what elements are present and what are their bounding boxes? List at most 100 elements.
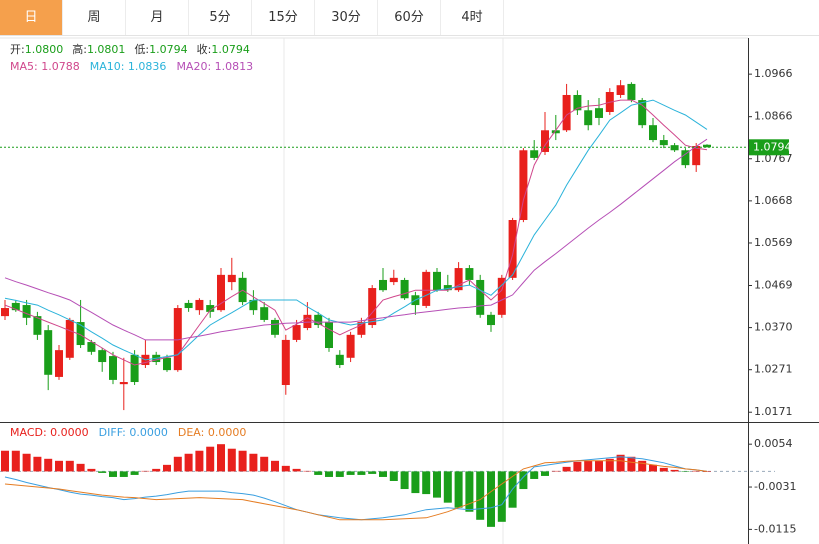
candle-body xyxy=(454,268,463,291)
candle-body xyxy=(281,339,290,386)
legend-entry: MA5: 1.0788 xyxy=(10,60,80,73)
macd-bar xyxy=(422,471,431,495)
candle-body xyxy=(627,83,636,101)
period-tab[interactable]: 60分 xyxy=(378,0,441,35)
candle-body xyxy=(530,150,539,158)
info-label: 收: xyxy=(197,42,212,56)
macd-bar xyxy=(217,444,225,472)
macd-bar xyxy=(443,471,452,503)
candle-body xyxy=(703,144,711,148)
macd-bar xyxy=(22,453,31,472)
candle-body xyxy=(487,314,495,326)
candle-body xyxy=(11,302,20,311)
macd-bar xyxy=(109,471,117,477)
macd-bar xyxy=(476,471,485,520)
candle-body xyxy=(184,302,193,309)
legend-entry: MA20: 1.0813 xyxy=(176,60,253,73)
macd-bar xyxy=(681,471,690,472)
legend-entry: MACD: 0.0000 xyxy=(10,426,89,439)
y-tick-label: 1.0668 xyxy=(754,194,793,207)
macd-bar xyxy=(173,456,182,472)
candle-body xyxy=(692,146,701,166)
macd-bar xyxy=(389,471,398,481)
candle-body xyxy=(130,354,139,383)
period-tabs: 日周月 5分 15分 30分 60分 4时 xyxy=(0,0,819,36)
macd-bar xyxy=(487,471,495,527)
candle-body xyxy=(508,220,517,278)
candle-body xyxy=(681,150,690,166)
candle-body xyxy=(379,279,387,291)
info-value: 1.0794 xyxy=(211,43,250,56)
indicator-line xyxy=(4,460,708,521)
candle-body xyxy=(584,110,593,126)
y-tick-label: 1.0469 xyxy=(754,278,793,291)
period-tab[interactable]: 周 xyxy=(63,0,126,35)
candle-body xyxy=(465,268,474,280)
macd-bar xyxy=(1,450,9,472)
indicator-line xyxy=(4,99,708,366)
macd-bar xyxy=(314,471,323,475)
macd-bar xyxy=(465,471,474,512)
period-tab[interactable]: 15分 xyxy=(252,0,315,35)
macd-bar xyxy=(206,446,215,472)
candle-body xyxy=(260,307,269,320)
candle-body xyxy=(22,305,31,318)
candle-body xyxy=(541,130,549,152)
candle-body xyxy=(335,354,344,366)
candle-body xyxy=(227,274,236,283)
macd-bar xyxy=(260,456,269,472)
candle-body xyxy=(649,125,657,141)
y-tick-label: 1.0866 xyxy=(754,110,793,123)
candle-body xyxy=(551,130,560,134)
legend: MA5: 1.0788 MA10: 1.0836 MA20: 1.0813 xyxy=(10,60,253,73)
candle-body xyxy=(476,279,485,315)
candle-body xyxy=(55,350,63,377)
macd-bar xyxy=(292,468,301,472)
y-tick-label: 1.0271 xyxy=(754,363,793,376)
macd-bar xyxy=(163,464,171,472)
y-tick-label: 1.0370 xyxy=(754,321,793,334)
candle-body xyxy=(119,382,128,385)
macd-bar xyxy=(11,450,20,472)
y-tick-label: 0.0054 xyxy=(754,437,793,450)
info-label: 高: xyxy=(72,42,87,56)
macd-bar xyxy=(249,453,258,472)
macd-bar xyxy=(400,471,409,490)
macd-bar xyxy=(303,470,312,472)
period-tab[interactable]: 月 xyxy=(126,0,189,35)
legend-entry: MA10: 1.0836 xyxy=(90,60,167,73)
candle-body xyxy=(562,94,571,131)
candle-body xyxy=(638,100,647,126)
candle-body xyxy=(325,322,333,349)
candle-body xyxy=(303,314,312,329)
candle-body xyxy=(109,356,117,380)
period-tab[interactable]: 日 xyxy=(0,0,63,35)
macd-bar xyxy=(44,458,53,472)
macd-bar xyxy=(55,460,63,472)
macd-bar xyxy=(357,471,366,475)
macd-bar xyxy=(141,470,150,472)
y-tick-label: -0.0115 xyxy=(754,522,796,535)
macd-bar xyxy=(184,453,193,472)
candle-body xyxy=(519,150,528,221)
last-price-box xyxy=(749,139,789,156)
candle-body xyxy=(217,274,225,311)
candle-body xyxy=(659,140,668,146)
candle-body xyxy=(595,108,603,118)
candle-body xyxy=(87,342,96,352)
info-label: 开: xyxy=(10,43,25,56)
period-tab[interactable]: 5分 xyxy=(189,0,252,35)
period-tab[interactable]: 30分 xyxy=(315,0,378,35)
indicator-line xyxy=(4,99,708,361)
candle-body xyxy=(389,277,398,283)
candle-body xyxy=(98,350,107,363)
y-tick-label: 1.0171 xyxy=(754,405,793,418)
candle-body xyxy=(173,308,182,371)
macd-bar xyxy=(649,464,657,472)
info-value: 1.0794 xyxy=(149,43,188,56)
candle-body xyxy=(497,277,506,315)
period-tab[interactable]: 4时 xyxy=(441,0,504,35)
macd-bar xyxy=(76,463,85,472)
macd-bar xyxy=(584,460,593,472)
